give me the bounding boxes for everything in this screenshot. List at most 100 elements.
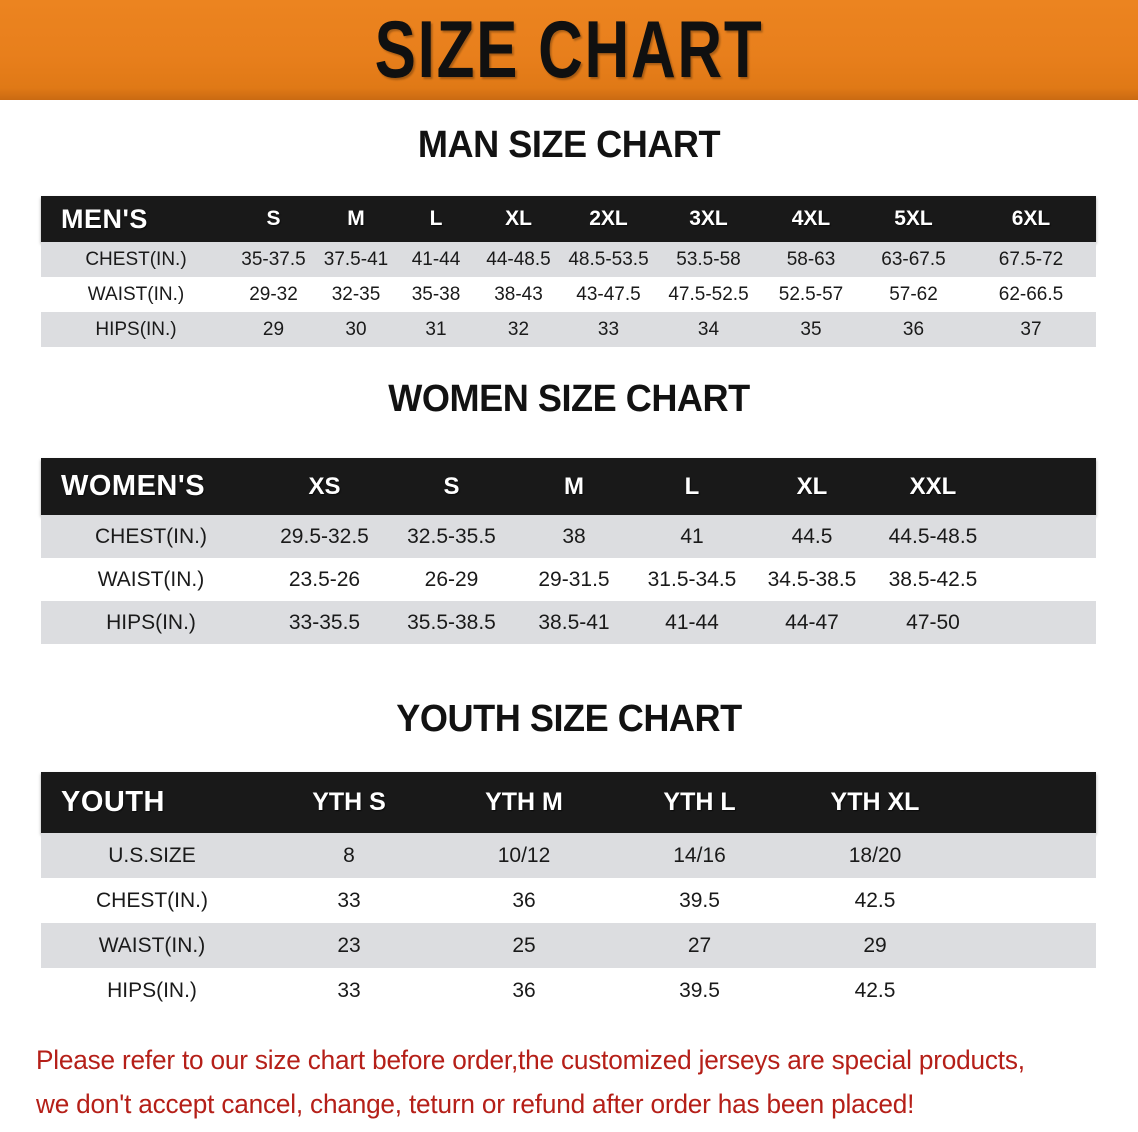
table-cell: 43-47.5 xyxy=(576,283,641,305)
table-cell: 29-31.5 xyxy=(538,567,610,591)
men-size-table: MEN'S S M L XL 2XL 3XL 4XL 5XL 6XL CHEST… xyxy=(41,196,1096,347)
table-cell: 29 xyxy=(863,933,887,957)
table-row: U.S.SIZE 8 10/12 14/16 18/20 xyxy=(41,833,1096,878)
women-row-label-waist: WAIST(IN.) xyxy=(97,567,205,591)
women-header-label: WOMEN'S xyxy=(61,470,206,502)
youth-header-spacer xyxy=(964,772,1096,833)
youth-row-label-hips: HIPS(IN.) xyxy=(107,978,197,1002)
table-cell: 47-50 xyxy=(906,610,960,634)
table-cell xyxy=(993,601,1096,644)
table-cell: 35 xyxy=(800,318,822,340)
table-cell: 29 xyxy=(262,318,285,340)
table-cell: 8 xyxy=(343,843,355,867)
table-cell: 38.5-41 xyxy=(538,610,610,634)
table-cell: 32.5-35.5 xyxy=(407,524,496,548)
table-row: HIPS(IN.) 33-35.5 35.5-38.5 38.5-41 41-4… xyxy=(41,601,1096,644)
men-header-label: MEN'S xyxy=(61,203,148,234)
table-cell: 26-29 xyxy=(424,567,479,591)
women-header-xxl: XXL xyxy=(909,472,957,500)
women-header-m: M xyxy=(564,472,584,500)
men-header-m: M xyxy=(347,207,365,230)
table-cell: 52.5-57 xyxy=(778,283,844,305)
table-cell: 37.5-41 xyxy=(323,248,389,270)
table-cell: 41-44 xyxy=(411,248,461,270)
table-cell: 44.5-48.5 xyxy=(888,524,978,548)
youth-header-yth-xl: YTH XL xyxy=(830,788,920,816)
disclaimer-line-2: we don't accept cancel, change, teturn o… xyxy=(36,1089,915,1119)
table-row: WAIST(IN.) 29-32 32-35 35-38 38-43 43-47… xyxy=(41,277,1096,312)
table-row: HIPS(IN.) 29 30 31 32 33 34 35 36 37 xyxy=(41,312,1096,347)
men-row-label-chest: CHEST(IN.) xyxy=(85,248,187,270)
page-banner: SIZE CHART xyxy=(0,0,1138,100)
women-header-row: WOMEN'S XS S M L XL XXL xyxy=(41,458,1096,515)
table-cell: 39.5 xyxy=(679,978,720,1002)
men-row-label-waist: WAIST(IN.) xyxy=(87,283,185,305)
men-header-6xl: 6XL xyxy=(1011,207,1051,230)
table-cell: 47.5-52.5 xyxy=(668,283,749,305)
women-header-xs: XS xyxy=(308,472,341,500)
table-cell: 37 xyxy=(1020,318,1042,340)
table-cell: 41 xyxy=(680,524,704,548)
table-cell: 30 xyxy=(345,318,367,340)
table-cell: 33 xyxy=(597,318,620,340)
table-cell: 34.5-38.5 xyxy=(767,567,857,591)
table-cell: 10/12 xyxy=(497,843,551,867)
table-cell: 27 xyxy=(687,933,712,957)
youth-header-yth-m: YTH M xyxy=(485,788,563,816)
table-cell: 63-67.5 xyxy=(881,248,946,270)
youth-row-label-ussize: U.S.SIZE xyxy=(108,843,196,867)
table-row: CHEST(IN.) 33 36 39.5 42.5 xyxy=(41,878,1096,923)
table-cell: 38 xyxy=(562,524,586,548)
women-header-xl: XL xyxy=(796,472,828,500)
page-title: SIZE CHART xyxy=(374,5,764,95)
table-cell: 29.5-32.5 xyxy=(280,524,369,548)
table-cell: 44-47 xyxy=(785,610,839,634)
table-cell: 42.5 xyxy=(854,888,896,912)
table-cell: 33-35.5 xyxy=(288,610,361,634)
youth-header-yth-s: YTH S xyxy=(312,788,386,816)
table-cell: 25 xyxy=(512,933,536,957)
table-cell: 39.5 xyxy=(679,888,720,912)
table-cell xyxy=(964,878,1096,923)
section-title-youth: YOUTH SIZE CHART xyxy=(396,698,742,740)
section-title-women: WOMEN SIZE CHART xyxy=(388,378,750,420)
table-row: WAIST(IN.) 23 25 27 29 xyxy=(41,923,1096,968)
women-header-spacer xyxy=(993,458,1096,515)
table-cell: 31 xyxy=(425,318,447,340)
table-cell: 48.5-53.5 xyxy=(568,248,649,270)
table-cell: 35-37.5 xyxy=(241,248,306,270)
table-cell: 44-48.5 xyxy=(486,248,551,270)
table-cell: 34 xyxy=(697,318,720,340)
youth-row-label-chest: CHEST(IN.) xyxy=(96,888,208,912)
table-cell: 62-66.5 xyxy=(998,283,1064,305)
table-cell xyxy=(964,833,1096,878)
men-header-s: S xyxy=(266,207,281,230)
table-cell: 29-32 xyxy=(249,283,298,305)
table-cell xyxy=(964,923,1096,968)
men-header-l: L xyxy=(429,207,443,230)
disclaimer-text: Please refer to our size chart before or… xyxy=(36,1038,1074,1126)
table-cell xyxy=(993,558,1096,601)
table-cell: 33 xyxy=(337,888,361,912)
table-row: CHEST(IN.) 29.5-32.5 32.5-35.5 38 41 44.… xyxy=(41,515,1096,558)
men-header-3xl: 3XL xyxy=(689,207,728,230)
men-header-5xl: 5XL xyxy=(894,207,933,230)
table-cell: 58-63 xyxy=(786,248,836,270)
table-cell: 31.5-34.5 xyxy=(647,567,737,591)
men-row-label-hips: HIPS(IN.) xyxy=(95,318,177,340)
table-row: WAIST(IN.) 23.5-26 26-29 29-31.5 31.5-34… xyxy=(41,558,1096,601)
table-cell: 32 xyxy=(507,318,530,340)
disclaimer-line-1: Please refer to our size chart before or… xyxy=(36,1045,1025,1075)
table-row: CHEST(IN.) 35-37.5 37.5-41 41-44 44-48.5… xyxy=(41,242,1096,277)
men-header-xl: XL xyxy=(505,207,532,230)
men-header-2xl: 2XL xyxy=(589,207,628,230)
table-cell: 42.5 xyxy=(854,978,896,1002)
table-cell: 33 xyxy=(337,978,361,1002)
youth-header-label: YOUTH xyxy=(61,786,165,818)
table-cell: 36 xyxy=(902,318,925,340)
table-cell: 38-43 xyxy=(494,283,543,305)
table-cell: 36 xyxy=(512,978,536,1002)
men-header-row: MEN'S S M L XL 2XL 3XL 4XL 5XL 6XL xyxy=(41,196,1096,242)
youth-header-row: YOUTH YTH S YTH M YTH L YTH XL xyxy=(41,772,1096,833)
